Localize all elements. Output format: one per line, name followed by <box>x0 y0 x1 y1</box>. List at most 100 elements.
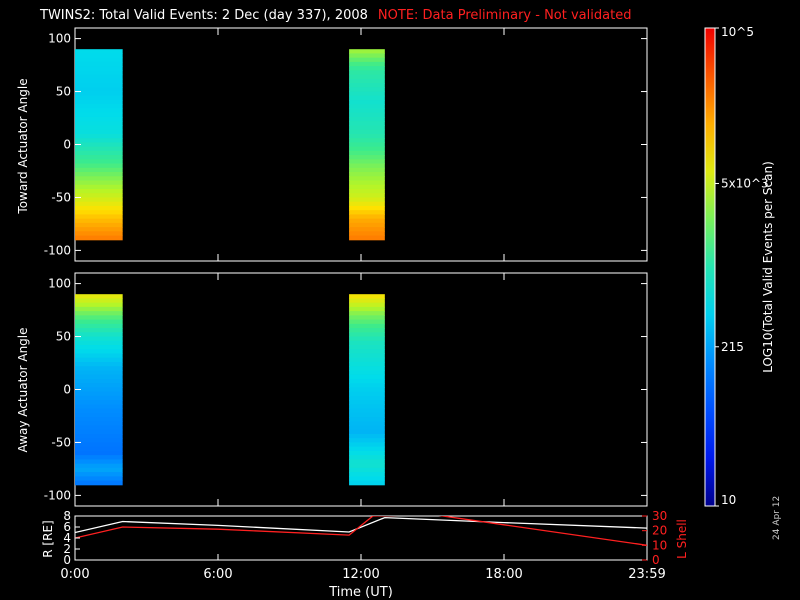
heatmap-cell <box>75 383 123 388</box>
heatmap-cell <box>75 176 123 182</box>
heatmap-cell <box>75 302 123 308</box>
heatmap-cell <box>349 450 385 456</box>
heatmap-cell <box>349 353 385 359</box>
heatmap-cell <box>349 429 385 435</box>
heatmap-cell <box>75 412 123 418</box>
y-tick-label: 8 <box>63 509 71 523</box>
heatmap-cell <box>75 227 123 232</box>
heatmap-cell <box>75 163 123 169</box>
heatmap-cell <box>75 70 123 76</box>
heatmap-cell <box>349 193 385 198</box>
y-tick-label: 6 <box>63 520 71 534</box>
heatmap-cell <box>349 298 385 304</box>
heatmap-cell <box>75 53 123 59</box>
heatmap-cell <box>349 222 385 228</box>
heatmap-cell <box>349 116 385 122</box>
x-tick-label: 18:00 <box>485 567 522 582</box>
heatmap-cell <box>75 197 123 203</box>
heatmap-cell <box>75 49 123 54</box>
heatmap-cell <box>75 218 123 224</box>
y-tick-label: -50 <box>51 435 71 449</box>
heatmap-cell <box>75 417 123 422</box>
heatmap-cell <box>349 463 385 469</box>
chart-title: TWINS2: Total Valid Events: 2 Dec (day 3… <box>40 8 631 23</box>
x-tick-label: 0:00 <box>60 567 89 582</box>
heatmap-cell <box>75 298 123 304</box>
heatmap-cell <box>349 446 385 452</box>
heatmap-cell <box>349 163 385 169</box>
heatmap-cell <box>75 446 123 452</box>
colorbar-gradient <box>704 27 716 507</box>
heatmap-cell <box>349 349 385 354</box>
heatmap-cell <box>75 294 123 299</box>
heatmap-cell <box>349 53 385 59</box>
heatmap-cell <box>349 227 385 232</box>
heatmap-cell <box>75 476 123 482</box>
heatmap-cell <box>349 302 385 308</box>
heatmap-cell <box>349 61 385 67</box>
l-shell-line <box>75 516 647 546</box>
heatmap-cell <box>75 155 123 160</box>
heatmap-cell <box>349 155 385 160</box>
heatmap-cell <box>75 205 123 211</box>
heatmap-cell <box>75 112 123 118</box>
heatmap-cell <box>349 112 385 118</box>
heatmap-cell <box>75 429 123 435</box>
heatmap-cell <box>349 315 385 321</box>
heatmap-cell <box>75 184 123 190</box>
heatmap-cell <box>349 188 385 194</box>
panel-toward: 100 50 0 -50 -100 Toward Actuator Angle <box>16 27 648 262</box>
colorbar-tick-label: 10 <box>721 493 736 507</box>
heatmap-cell <box>75 172 123 177</box>
heatmap-cell <box>349 100 385 105</box>
y-right-tick-label: 10 <box>652 538 667 552</box>
y-tick-label: 0 <box>63 553 71 567</box>
colorbar-label: LOG10(Total Valid Events per Scan) <box>761 161 775 373</box>
x-tick-label: 23:59 <box>628 567 665 582</box>
heatmap-cell <box>75 95 123 101</box>
heatmap-cell <box>349 374 385 380</box>
heatmap-cell <box>75 100 123 105</box>
heatmap-cell <box>349 336 385 342</box>
panel-toward-blocks <box>75 49 385 241</box>
heatmap-cell <box>75 463 123 469</box>
panel-orbit-lines <box>75 516 647 546</box>
heatmap-cell <box>349 467 385 473</box>
heatmap-cell <box>349 78 385 84</box>
heatmap-cell <box>75 129 123 135</box>
radius-line <box>75 516 647 534</box>
heatmap-cell <box>75 366 123 371</box>
panel-away-axes: 100 50 0 -50 -100 <box>44 273 648 506</box>
heatmap-cell <box>75 438 123 443</box>
panel-away-ylabel: Away Actuator Angle <box>16 327 30 452</box>
x-tick-label: 6:00 <box>203 567 232 582</box>
heatmap-cell <box>75 180 123 186</box>
heatmap-cell <box>349 108 385 114</box>
y-right-tick-label: 0 <box>652 553 660 567</box>
heatmap-cell <box>75 455 123 460</box>
heatmap-cell <box>75 108 123 114</box>
y-tick-label: 50 <box>56 85 71 99</box>
heatmap-cell <box>349 476 385 482</box>
y-tick-label: 4 <box>63 531 71 545</box>
heatmap-cell <box>349 150 385 156</box>
heatmap-cell <box>349 210 385 215</box>
heatmap-cell <box>349 472 385 477</box>
heatmap-cell <box>349 205 385 211</box>
heatmap-cell <box>349 87 385 93</box>
heatmap-cell <box>349 184 385 190</box>
heatmap-cell <box>75 188 123 194</box>
panel-toward-axes: 100 50 0 -50 -100 <box>44 28 648 261</box>
panel-orbit-ylabel: R [RE] <box>41 520 55 557</box>
heatmap-cell <box>349 404 385 410</box>
heatmap-cell <box>75 150 123 156</box>
heatmap-cell <box>349 201 385 207</box>
colorbar-tick-label: 215 <box>721 340 744 354</box>
heatmap-cell <box>349 425 385 431</box>
heatmap-cell <box>75 159 123 165</box>
heatmap-cell <box>75 125 123 131</box>
heatmap-cell <box>75 459 123 465</box>
heatmap-cell <box>349 391 385 397</box>
